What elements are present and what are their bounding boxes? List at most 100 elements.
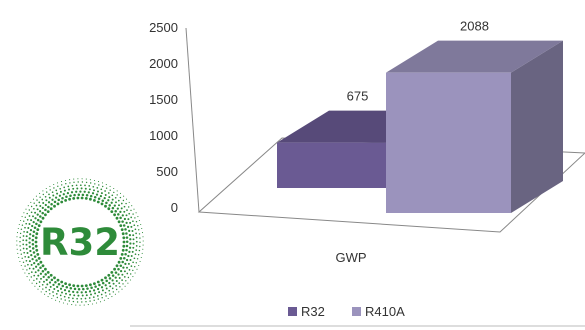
badge-dot xyxy=(25,208,27,210)
badge-dot xyxy=(34,285,36,287)
badge-dot xyxy=(104,291,107,294)
badge-dot xyxy=(121,288,123,290)
badge-dot xyxy=(85,178,87,180)
badge-dot xyxy=(104,276,107,280)
badge-dot xyxy=(90,286,93,290)
badge-dot xyxy=(102,185,104,188)
badge-dot xyxy=(141,252,143,254)
badge-dot xyxy=(119,286,121,288)
badge-dot xyxy=(30,205,33,208)
badge-dot xyxy=(120,207,123,210)
badge-dot xyxy=(75,304,77,306)
badge-dot xyxy=(25,243,28,246)
badge-dot xyxy=(113,204,116,207)
bar-side-face xyxy=(511,40,563,213)
badge-dot xyxy=(44,273,47,276)
badge-dot xyxy=(50,278,54,282)
badge-dot xyxy=(48,281,52,284)
badge-dot xyxy=(134,253,137,256)
badge-dot xyxy=(61,291,63,294)
badge-dot xyxy=(19,241,21,243)
badge-dot xyxy=(83,190,86,193)
legend: R32 R410A xyxy=(288,304,405,319)
badge-dot xyxy=(44,203,47,207)
badge-dot xyxy=(90,293,92,296)
badge-dot xyxy=(34,244,38,248)
badge-dot xyxy=(114,276,117,279)
badge-dot xyxy=(56,182,59,184)
badge-dot xyxy=(40,291,42,293)
badge-dot xyxy=(24,226,26,229)
badge-dot xyxy=(56,192,59,195)
badge-dot xyxy=(27,227,30,229)
badge-dot xyxy=(118,277,121,279)
badge-dot xyxy=(41,283,44,286)
badge-dot xyxy=(100,278,104,282)
badge-dot xyxy=(97,298,100,300)
badge-dot xyxy=(107,199,110,202)
badge-dot xyxy=(22,243,25,246)
badge-dot xyxy=(98,291,101,294)
badge-dot xyxy=(93,199,96,202)
badge-dot xyxy=(26,276,28,278)
badge-dot xyxy=(22,268,24,270)
badge-dot xyxy=(44,293,46,295)
badge-dot xyxy=(85,294,88,297)
r32-badge: R32 xyxy=(16,178,144,306)
badge-dot xyxy=(32,220,35,224)
badge-dot xyxy=(19,249,22,251)
badge-dot xyxy=(136,258,139,260)
badge-dot xyxy=(47,201,51,204)
badge-dot xyxy=(36,208,39,211)
badge-dot xyxy=(35,204,38,207)
badge-dot xyxy=(44,213,47,217)
badge-dot xyxy=(93,299,95,301)
badge-dot xyxy=(118,204,120,207)
badge-dot xyxy=(119,264,123,267)
badge-dot xyxy=(73,287,77,291)
badge-dot xyxy=(132,220,134,223)
badge-dot xyxy=(121,220,124,223)
badge-dot xyxy=(19,260,21,263)
badge-dot xyxy=(18,256,20,259)
badge-dot xyxy=(122,199,125,202)
badge-dot xyxy=(127,262,130,265)
badge-dot xyxy=(135,236,138,239)
badge-dot xyxy=(142,248,144,250)
badge-dot xyxy=(38,281,41,283)
badge-dot xyxy=(24,265,26,267)
badge-dot xyxy=(122,266,125,269)
badge-dot xyxy=(19,232,22,235)
badge-dot xyxy=(128,250,131,254)
badge-dot xyxy=(109,189,111,191)
badge-dot xyxy=(16,236,18,238)
badge-dot xyxy=(59,187,62,190)
badge-dot xyxy=(28,223,31,225)
badge-dot xyxy=(63,295,66,298)
badge-dot xyxy=(26,212,28,215)
badge-dot xyxy=(32,230,36,234)
badge-dot xyxy=(25,259,28,262)
badge-dot xyxy=(130,273,132,275)
badge-dot xyxy=(84,297,87,300)
badge-dot xyxy=(114,293,116,295)
badge-dot xyxy=(110,210,114,214)
badge-dot xyxy=(114,271,118,274)
badge-dot xyxy=(47,205,50,209)
badge-dot xyxy=(139,260,141,263)
legend-swatch-r410a xyxy=(352,307,361,316)
badge-dot xyxy=(20,219,22,222)
badge-dot xyxy=(135,212,137,214)
badge-dot xyxy=(121,232,125,236)
badge-dot xyxy=(63,189,66,192)
badge-dot xyxy=(54,196,58,199)
badge-dot xyxy=(120,202,123,205)
badge-dot xyxy=(123,195,125,197)
badge-dot xyxy=(60,280,64,284)
badge-dot xyxy=(133,257,136,260)
badge-dot xyxy=(96,187,99,189)
badge-dot xyxy=(128,269,131,271)
y-tick-label: 2500 xyxy=(149,20,178,35)
badge-dot xyxy=(122,240,126,244)
badge-dot xyxy=(20,253,22,255)
